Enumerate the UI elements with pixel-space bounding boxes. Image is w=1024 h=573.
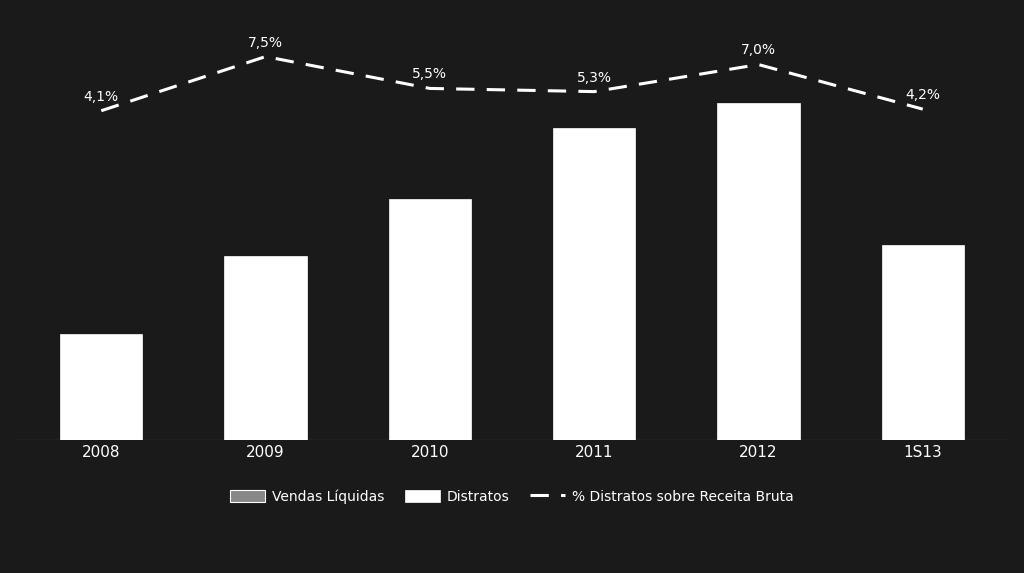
Text: 5,5%: 5,5%: [413, 68, 447, 81]
Bar: [718, 104, 800, 439]
Bar: [389, 199, 471, 439]
Bar: [882, 245, 964, 439]
Text: 7,5%: 7,5%: [248, 36, 283, 49]
Text: 4,1%: 4,1%: [84, 89, 119, 104]
Bar: [553, 128, 635, 439]
Bar: [60, 333, 142, 439]
Text: 4,2%: 4,2%: [905, 88, 940, 102]
Text: 5,3%: 5,3%: [577, 70, 611, 85]
Text: 7,0%: 7,0%: [741, 44, 776, 57]
Bar: [224, 256, 306, 439]
Legend: Vendas Líquidas, Distratos, % Distratos sobre Receita Bruta: Vendas Líquidas, Distratos, % Distratos …: [224, 484, 800, 509]
